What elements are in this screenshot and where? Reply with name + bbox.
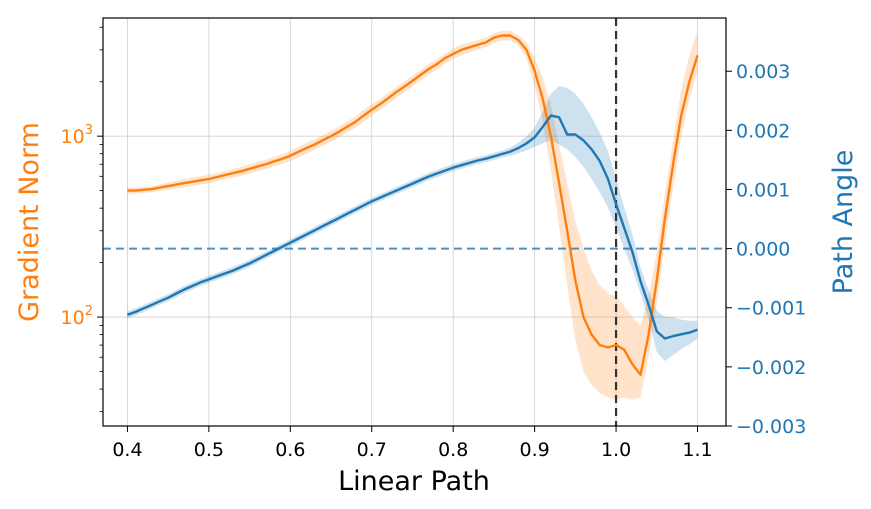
x-tick-label: 1.0 — [601, 439, 631, 461]
x-tick-label: 0.7 — [357, 439, 387, 461]
right-y-tick-label: 0.000 — [736, 239, 790, 261]
x-tick-label: 0.4 — [112, 439, 142, 461]
x-tick-label: 0.9 — [520, 439, 550, 461]
right-y-tick-label: 0.003 — [736, 61, 790, 83]
left-y-tick-label: 102 — [61, 304, 93, 329]
right-y-tick-label: −0.003 — [736, 416, 806, 438]
left-y-tick-label: 103 — [61, 123, 93, 148]
right-y-tick-label: −0.001 — [736, 298, 806, 320]
left-series-line — [127, 34, 699, 376]
x-tick-label: 1.1 — [682, 439, 712, 461]
left-y-axis: 102 103 — [61, 26, 103, 413]
right-y-axis: 0.003 0.002 0.001 0.000 −0.001 −0.002 −0.003 — [726, 61, 806, 438]
right-y-axis-label: Path Angle — [828, 150, 859, 295]
right-y-tick-label: 0.002 — [736, 120, 790, 142]
left-series-band — [127, 30, 698, 400]
x-tick-label: 0.8 — [438, 439, 468, 461]
plot-frame — [102, 17, 727, 427]
right-y-tick-label: 0.001 — [736, 179, 790, 201]
confidence-bands — [127, 30, 698, 400]
left-y-tick-exponent: 2 — [85, 304, 93, 319]
x-axis-label: Linear Path — [338, 466, 490, 497]
right-y-tick-label: −0.002 — [736, 357, 806, 379]
right-series-line — [126, 114, 698, 340]
reference-lines — [103, 18, 726, 426]
left-y-tick-exponent: 3 — [85, 123, 93, 138]
x-tick-label: 0.5 — [194, 439, 224, 461]
series-lines — [126, 34, 699, 376]
x-axis: 0.4 0.5 0.6 0.7 0.8 0.9 1.0 1.1 — [112, 426, 713, 461]
left-y-axis-label: Gradient Norm — [14, 122, 45, 322]
x-tick-label: 0.6 — [275, 439, 305, 461]
